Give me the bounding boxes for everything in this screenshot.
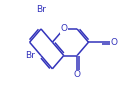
Text: Br: Br (36, 5, 46, 14)
Text: O: O (111, 38, 118, 47)
Text: Br: Br (25, 51, 34, 60)
Text: O: O (60, 24, 67, 33)
Text: O: O (74, 70, 81, 79)
